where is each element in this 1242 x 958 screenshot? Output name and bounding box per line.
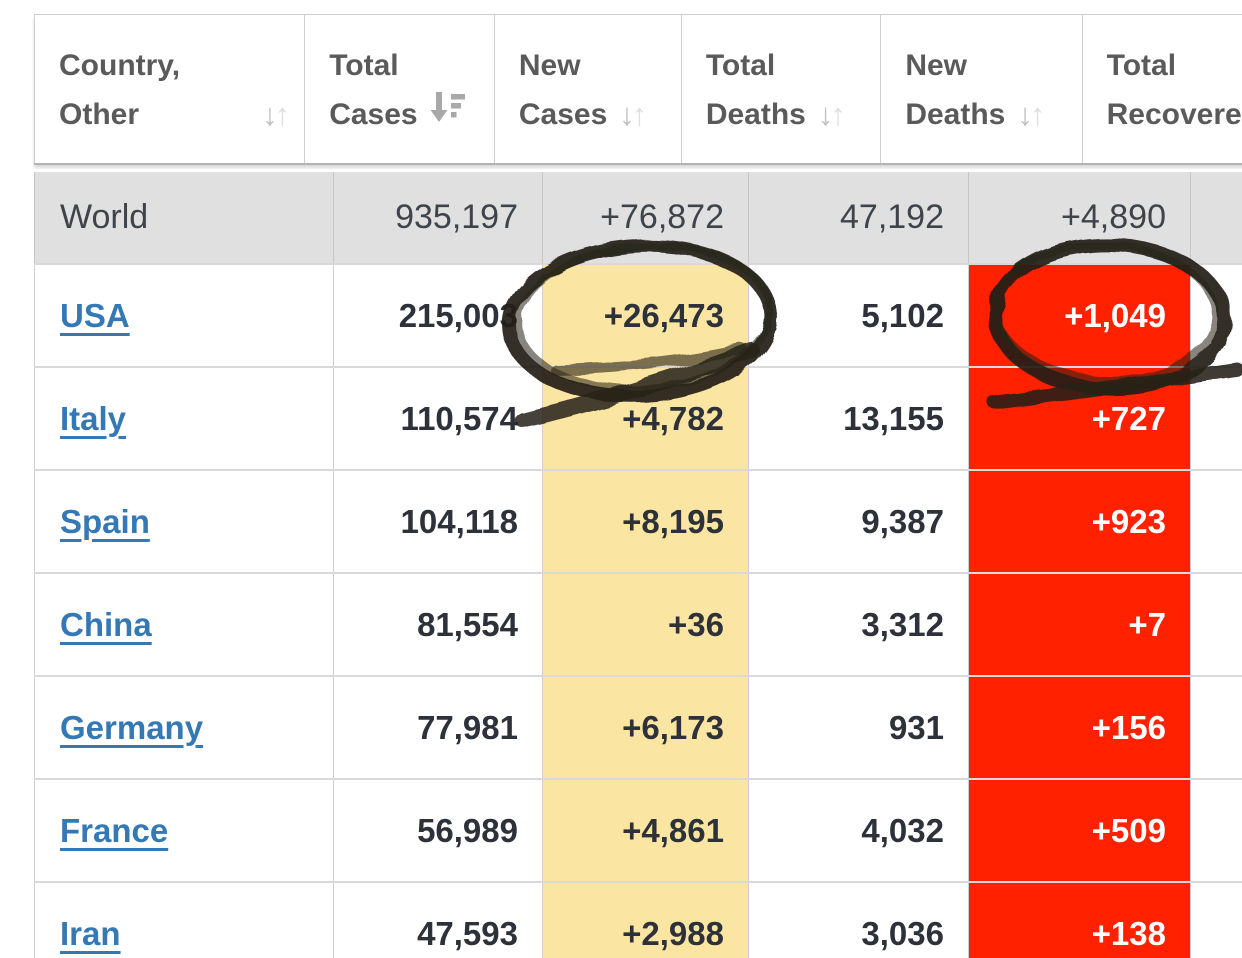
table-row-france: France 56,989 +4,861 4,032 +509: [34, 780, 1242, 883]
new-cases-value: +2,988: [542, 883, 748, 958]
header-gap: [34, 165, 1242, 172]
new-deaths-value: +727: [968, 368, 1190, 469]
sort-toggle-icon[interactable]: ↓ ↑: [619, 97, 648, 132]
header-label-line1: Total: [705, 49, 776, 82]
sort-toggle-icon[interactable]: ↓ ↑: [1017, 97, 1046, 132]
header-label-line2: Deaths: [905, 98, 1006, 131]
table-row-italy: Italy 110,574 +4,782 13,155 +727: [34, 368, 1242, 471]
world-total-cases: 935,197: [333, 172, 542, 263]
country-link[interactable]: Italy: [60, 399, 127, 437]
new-deaths-value: +156: [968, 677, 1190, 778]
country-link[interactable]: China: [60, 605, 152, 643]
header-label-line1: New: [518, 49, 581, 82]
sort-toggle-icon[interactable]: ↓ ↑: [262, 97, 291, 132]
column-header-country[interactable]: Country, Other ↓ ↑: [34, 15, 304, 163]
table-row-china: China 81,554 +36 3,312 +7: [34, 574, 1242, 677]
world-summary-row: World 935,197 +76,872 47,192 +4,890: [34, 172, 1242, 265]
column-header-total-recovered[interactable]: Total Recovered: [1081, 15, 1242, 163]
new-cases-value: +26,473: [542, 265, 748, 366]
world-new-cases: +76,872: [542, 172, 748, 263]
header-label-line2: Cases: [329, 98, 418, 131]
total-deaths-value: 9,387: [748, 471, 968, 572]
total-cases-value: 47,593: [333, 883, 542, 958]
table-row-spain: Spain 104,118 +8,195 9,387 +923: [34, 471, 1242, 574]
total-deaths-value: 931: [748, 677, 968, 778]
column-header-total-deaths[interactable]: Total Deaths ↓ ↑: [680, 15, 881, 163]
header-label-line2: Deaths: [705, 98, 806, 131]
header-label-line1: New: [905, 49, 967, 82]
world-new-deaths: +4,890: [968, 172, 1190, 263]
sort-desc-active-icon[interactable]: [430, 90, 466, 139]
table-row-germany: Germany 77,981 +6,173 931 +156: [34, 677, 1242, 780]
header-label-line2: Recovered: [1106, 98, 1242, 131]
total-recovered-value: [1190, 574, 1242, 675]
total-cases-value: 81,554: [333, 574, 542, 675]
total-recovered-value: [1190, 780, 1242, 881]
total-deaths-value: 13,155: [748, 368, 968, 469]
new-deaths-value: +7: [968, 574, 1190, 675]
total-deaths-value: 5,102: [748, 265, 968, 366]
total-cases-value: 110,574: [333, 368, 542, 469]
total-cases-value: 77,981: [333, 677, 542, 778]
column-header-new-deaths[interactable]: New Deaths ↓ ↑: [880, 15, 1081, 163]
total-recovered-value: [1190, 368, 1242, 469]
country-link[interactable]: France: [60, 811, 169, 849]
total-cases-value: 104,118: [333, 471, 542, 572]
new-deaths-value: +923: [968, 471, 1190, 572]
new-cases-value: +6,173: [542, 677, 748, 778]
header-label-line1: Total: [1106, 49, 1177, 82]
new-cases-value: +8,195: [542, 471, 748, 572]
header-label-line2: Cases: [518, 98, 608, 131]
total-recovered-value: [1190, 677, 1242, 778]
new-deaths-value: +138: [968, 883, 1190, 958]
total-deaths-value: 4,032: [748, 780, 968, 881]
total-recovered-value: [1190, 471, 1242, 572]
table-header-row: Country, Other ↓ ↑ Total Cases New Ca: [34, 14, 1242, 165]
country-link[interactable]: Iran: [60, 914, 121, 952]
world-label: World: [34, 172, 333, 263]
new-cases-value: +36: [542, 574, 748, 675]
header-label-line1: Country,: [59, 49, 181, 82]
country-link[interactable]: Germany: [60, 708, 204, 746]
total-deaths-value: 3,312: [748, 574, 968, 675]
total-recovered-value: [1190, 883, 1242, 958]
world-total-deaths: 47,192: [748, 172, 968, 263]
world-total-recovered: [1190, 172, 1242, 263]
total-cases-value: 56,989: [333, 780, 542, 881]
new-deaths-value: +509: [968, 780, 1190, 881]
total-cases-value: 215,003: [333, 265, 542, 366]
new-cases-value: +4,782: [542, 368, 748, 469]
table-row-iran: Iran 47,593 +2,988 3,036 +138: [34, 883, 1242, 958]
sort-toggle-icon[interactable]: ↓ ↑: [817, 97, 846, 132]
total-recovered-value: [1190, 265, 1242, 366]
new-cases-value: +4,861: [542, 780, 748, 881]
country-link[interactable]: USA: [60, 296, 130, 334]
country-link[interactable]: Spain: [60, 502, 150, 540]
table-row-usa: USA 215,003 +26,473 5,102 +1,049: [34, 265, 1242, 368]
new-deaths-value: +1,049: [968, 265, 1190, 366]
total-deaths-value: 3,036: [748, 883, 968, 958]
column-header-new-cases[interactable]: New Cases ↓ ↑: [493, 15, 681, 163]
cases-table: Country, Other ↓ ↑ Total Cases New Ca: [34, 14, 1242, 958]
header-label-line2: Other: [59, 98, 140, 131]
column-header-total-cases[interactable]: Total Cases: [304, 15, 494, 163]
header-label-line1: Total: [329, 49, 399, 82]
